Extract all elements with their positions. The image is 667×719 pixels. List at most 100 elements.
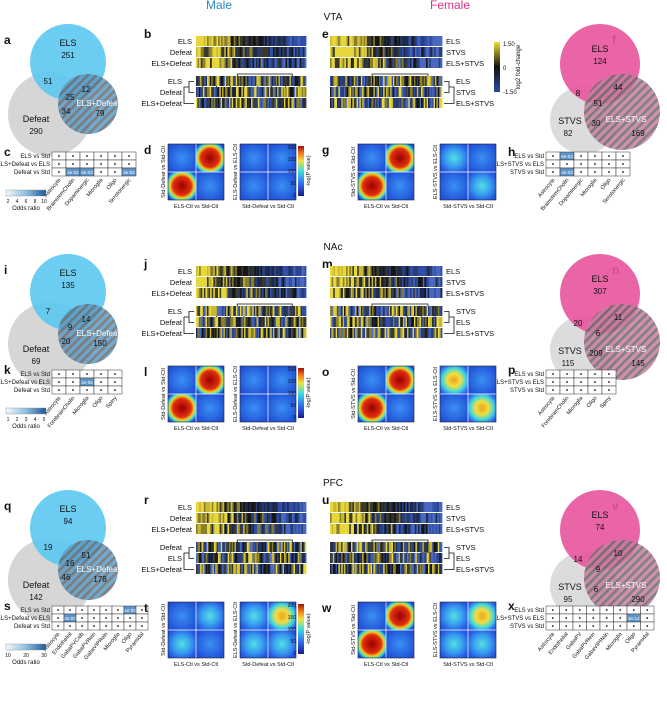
heat-cell [362,58,364,68]
venn-count: 74 [596,523,605,532]
heat-cell [267,98,270,108]
section-title-nac: NAc [324,242,343,253]
heat-cell [357,502,360,512]
heat-cell [216,553,219,563]
heat-cell [422,317,425,327]
heat-cell [286,542,289,552]
pvalue-colorbar [298,368,304,418]
heat-cell [397,47,400,57]
heat-cell [352,328,355,338]
heat-cell [439,328,441,338]
heat-cell [402,47,404,57]
heat-cell [210,524,213,534]
heat-cell [293,58,296,68]
heat-cell [333,513,336,523]
heat-cell [362,524,364,534]
heat-cell [344,513,347,523]
heat-cell [196,513,198,523]
heat-cell [356,553,359,563]
heat-cell [349,58,352,68]
heat-cell [352,76,355,86]
heat-cell [241,36,244,46]
heat-cell [407,317,409,327]
heat-cell [344,317,346,327]
heat-cell [398,277,401,287]
heat-cell [241,542,244,552]
heat-cell [398,542,401,552]
heat-cell [200,502,203,512]
heat-cell [409,564,412,574]
heat-cell [369,306,371,316]
heat-cell [303,87,306,97]
heat-cell [394,542,397,552]
heat-cell [346,317,349,327]
heat-cell [381,317,384,327]
heat-cell [430,524,433,534]
celltype-dot [566,163,568,165]
celltype-dot [608,163,610,165]
odds-ratio-label: Odds ratio [12,424,40,430]
heat-cell [247,502,250,512]
heat-cell [233,36,236,46]
heat-cell [358,288,361,298]
heat-cell [253,87,256,97]
heatmap-bottom-row [330,553,443,563]
heat-cell [363,306,366,316]
venn-label-els: ELS [591,44,608,54]
heat-cell [418,502,420,512]
heat-cell [210,47,213,57]
heat-cell [238,98,241,108]
heat-cell [422,98,425,108]
heat-cell [411,87,413,97]
heat-cell [244,266,247,276]
venn-circle-combo [584,304,660,380]
heat-cell [287,277,290,287]
heat-cell [367,553,370,563]
heat-cell [229,36,231,46]
heat-cell [218,317,220,327]
heat-cell [366,306,369,316]
heat-cell [358,524,361,534]
heat-cell [360,47,363,57]
heat-cell [416,306,419,316]
heat-cell [209,553,212,563]
heat-cell [298,58,301,68]
heat-cell [382,277,385,287]
heat-cell [402,524,404,534]
rrho-border [167,601,225,659]
heat-cell [430,553,433,563]
celltype-dot [619,617,622,619]
heat-cell [219,542,222,552]
heat-cell [226,328,229,338]
heat-cell [237,317,240,327]
heat-cell [212,87,215,97]
heat-cell [274,564,277,574]
heat-cell [345,328,348,338]
heat-cell [398,288,401,298]
heat-cell [440,513,443,523]
heat-cell [259,306,262,316]
venn-circle-combo [58,304,118,364]
heat-cell [355,266,358,276]
heat-cell [281,76,284,86]
heat-cell [254,58,257,68]
odds-ratio-tick: 6 [25,199,28,205]
heat-cell [279,266,282,276]
heat-cell [265,36,268,46]
heat-cell [429,76,432,86]
heat-cell [401,98,404,108]
celltype-dot [592,625,595,627]
heat-cell [331,36,334,46]
heat-cell [304,524,307,534]
heat-cell [222,317,224,327]
heat-cell [207,542,209,552]
heat-cell [227,317,230,327]
heat-cell [245,553,248,563]
heat-cell [356,542,359,552]
heat-cell [384,58,387,68]
heat-cell [339,328,342,338]
heat-cell [355,76,357,86]
heat-cell [390,288,393,298]
heat-cell [347,513,350,523]
heat-cell [394,36,396,46]
